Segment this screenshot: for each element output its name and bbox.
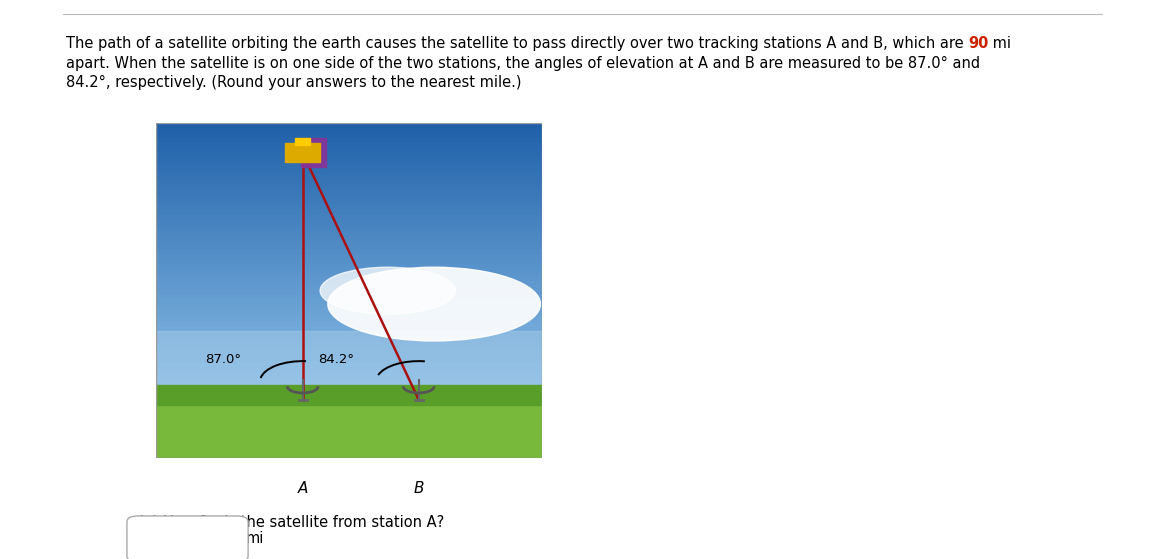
Bar xyxy=(156,253,542,257)
Bar xyxy=(156,351,542,356)
Bar xyxy=(156,387,542,391)
Bar xyxy=(156,373,542,378)
Bar xyxy=(156,127,542,132)
Bar xyxy=(156,172,542,177)
Bar xyxy=(156,320,542,324)
Bar xyxy=(156,181,542,186)
Bar xyxy=(156,342,542,347)
Bar xyxy=(156,154,542,159)
Bar xyxy=(156,385,542,405)
Bar xyxy=(156,378,542,382)
Bar xyxy=(156,257,542,262)
Bar xyxy=(156,199,542,203)
Bar xyxy=(156,150,542,154)
Bar xyxy=(156,230,542,235)
Bar xyxy=(156,284,542,288)
Bar xyxy=(156,369,542,373)
Bar xyxy=(156,333,542,338)
Bar xyxy=(156,347,542,351)
Text: A: A xyxy=(298,481,308,496)
Bar xyxy=(156,221,542,226)
Text: apart. When the satellite is on one side of the two stations, the angles of elev: apart. When the satellite is on one side… xyxy=(66,56,980,71)
Bar xyxy=(156,262,542,266)
Bar xyxy=(156,302,542,306)
Text: 90: 90 xyxy=(968,36,989,51)
Bar xyxy=(156,217,542,221)
Bar xyxy=(156,356,542,360)
Bar xyxy=(156,208,542,212)
Ellipse shape xyxy=(328,267,540,341)
Bar xyxy=(156,297,542,302)
Bar xyxy=(156,360,542,364)
Bar xyxy=(156,364,542,369)
Bar xyxy=(156,338,542,342)
Bar xyxy=(156,235,542,239)
Bar xyxy=(156,324,542,329)
Text: B: B xyxy=(413,481,424,496)
Bar xyxy=(156,315,542,320)
Bar xyxy=(156,382,542,387)
Bar xyxy=(156,123,542,127)
Bar xyxy=(156,141,542,145)
Bar xyxy=(156,391,542,458)
Bar xyxy=(156,136,542,141)
Bar xyxy=(156,293,542,297)
Bar xyxy=(156,239,542,244)
Bar xyxy=(156,248,542,253)
Bar xyxy=(285,143,320,162)
Text: mi: mi xyxy=(989,36,1011,51)
Bar xyxy=(156,186,542,190)
Bar xyxy=(156,266,542,271)
Bar xyxy=(156,226,542,230)
Bar xyxy=(156,163,542,168)
Bar xyxy=(156,331,542,391)
Bar xyxy=(156,271,542,275)
Text: 84.2°, respectively. (Round your answers to the nearest mile.): 84.2°, respectively. (Round your answers… xyxy=(66,75,522,91)
Bar xyxy=(156,280,542,284)
Bar xyxy=(156,244,542,248)
Bar xyxy=(301,138,325,167)
Bar xyxy=(295,138,310,145)
Bar xyxy=(156,212,542,217)
Bar xyxy=(156,177,542,181)
Bar xyxy=(156,288,542,293)
Bar xyxy=(156,275,542,280)
FancyBboxPatch shape xyxy=(127,516,248,559)
Text: mi: mi xyxy=(246,532,264,546)
Text: 84.2°: 84.2° xyxy=(319,353,354,366)
Bar xyxy=(156,145,542,150)
Bar xyxy=(156,159,542,163)
Text: 87.0°: 87.0° xyxy=(205,353,241,366)
Bar xyxy=(156,168,542,172)
Bar xyxy=(156,203,542,208)
Ellipse shape xyxy=(320,267,456,314)
Text: The path of a satellite orbiting the earth causes the satellite to pass directly: The path of a satellite orbiting the ear… xyxy=(66,36,968,51)
Text: (a) How far is the satellite from station A?: (a) How far is the satellite from statio… xyxy=(138,514,444,529)
Bar xyxy=(156,190,542,195)
Bar xyxy=(156,132,542,136)
Bar xyxy=(156,311,542,315)
Bar xyxy=(156,329,542,333)
Bar xyxy=(156,306,542,311)
Bar xyxy=(156,195,542,199)
